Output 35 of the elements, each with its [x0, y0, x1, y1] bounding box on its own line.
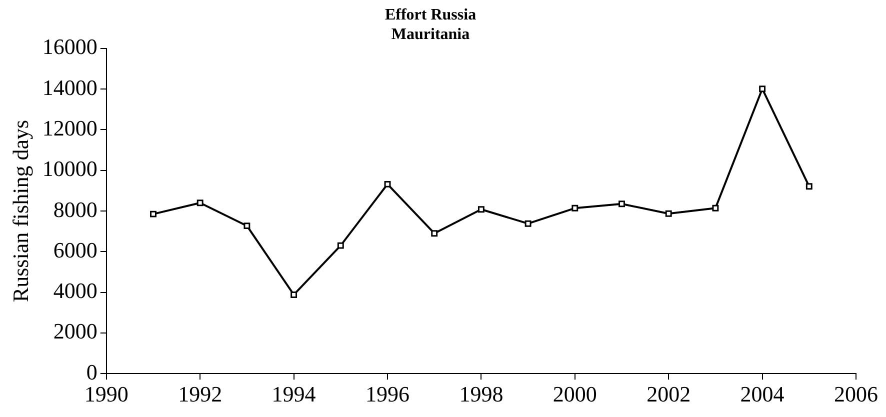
- point: [290, 292, 298, 298]
- x-tick-label: 2000: [552, 382, 597, 407]
- y-tick-label: 6000: [53, 237, 98, 262]
- x-tick-label: 2002: [646, 382, 691, 407]
- point: [431, 230, 438, 237]
- y-tick-label: 10000: [42, 156, 98, 182]
- x-tick-label: 1992: [178, 382, 222, 407]
- x-tick-label: 2006: [834, 382, 878, 407]
- y-tick-label: 14000: [42, 74, 98, 100]
- point: [196, 200, 204, 206]
- point: [806, 183, 812, 190]
- x-tick-label: 1998: [459, 382, 504, 407]
- y-tick-label: 0: [86, 359, 98, 384]
- point: [665, 210, 672, 217]
- x-tick-label: 2004: [740, 382, 784, 407]
- point: [478, 206, 484, 213]
- point: [150, 210, 156, 218]
- x-tick-label: 1996: [366, 382, 410, 407]
- x-tick-label: 1994: [272, 382, 316, 407]
- chart-title: Effort Russia Mauritania: [384, 6, 476, 43]
- point: [759, 86, 766, 92]
- y-axis-title: Russian fishing days: [8, 120, 33, 302]
- point: [524, 220, 532, 227]
- point: [337, 242, 344, 249]
- point: [572, 204, 578, 212]
- y-tick-label: 8000: [53, 196, 98, 222]
- point: [618, 200, 625, 208]
- point: [384, 180, 391, 188]
- y-tick-label: 4000: [53, 278, 98, 304]
- y-tick-label: 12000: [42, 115, 98, 140]
- y-tick-label: 16000: [42, 34, 98, 60]
- y-tick-label: 2000: [53, 318, 98, 344]
- x-tick-label: 1990: [84, 382, 128, 407]
- point: [244, 222, 250, 230]
- point: [712, 204, 719, 212]
